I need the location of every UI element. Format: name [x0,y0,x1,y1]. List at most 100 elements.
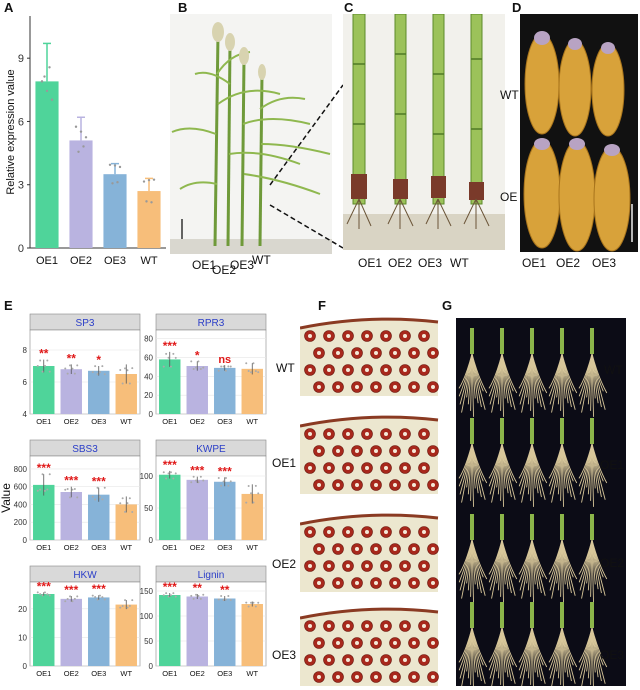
e-point [199,368,202,371]
e-x-tick-label: OE2 [64,417,79,426]
e-x-tick-label: OE1 [36,417,51,426]
f-bundle-core [422,530,426,534]
e-point [172,477,175,480]
f-bundle-core [308,658,312,662]
e-point [46,488,49,491]
e-point [76,595,79,598]
e-point [64,488,67,491]
g-root [471,353,488,394]
e-strip-title: SP3 [76,318,95,329]
a-x-tick-label: OE1 [36,255,58,267]
e-strip-title: Lignin [198,570,225,581]
f-bundle-core [365,530,369,534]
e-point [165,352,168,355]
f-bundle-core [327,658,331,662]
e-bar-oe1 [33,484,55,540]
a-x-tick-label: WT [140,255,157,267]
e-point [190,594,193,597]
e-point [167,356,170,359]
g-root [531,627,548,668]
f-bundle-core [365,564,369,568]
e-point [245,601,248,604]
f-bundle-core [327,624,331,628]
f-bundle-core [355,675,359,679]
panel-d-label-oe2: OE2 [556,256,581,270]
e-point [101,498,104,501]
e-bar-oe2 [60,369,82,414]
roots-illustration [458,328,608,686]
f-bundle-core [412,449,416,453]
e-x-tick-label: OE2 [64,669,79,678]
e-point [98,594,101,597]
g-root-system [548,514,578,603]
panel-letter-a: A [4,0,14,15]
a-point [84,136,88,139]
panel-g-row-oe2: OE2 [600,556,625,570]
e-point [48,473,51,476]
e-point [101,365,104,368]
f-bundle-core [384,658,388,662]
g-root-system [578,418,608,507]
a-point [118,165,122,169]
f-bundle-core [365,624,369,628]
e-point [96,486,99,489]
e-significance: ** [193,581,203,595]
e-point [254,484,257,487]
g-stem [470,418,474,444]
f-bundle-core [393,641,397,645]
f-bundle-core [317,641,321,645]
f-section-rind [300,513,439,526]
e-bar-oe2 [186,596,208,666]
f-section-rind [300,415,439,428]
g-root-system [578,514,608,603]
e-point [103,373,106,376]
e-y-tick-label: 6 [23,378,28,387]
panel-d-row-wt: WT [500,88,519,102]
f-bundle-core [336,483,340,487]
e-point [64,367,67,370]
e-point [229,480,232,483]
f-bundle-core [393,547,397,551]
g-root-system [488,328,518,417]
e-point [172,592,175,595]
g-stem [500,328,504,354]
e-point [202,479,205,482]
a-y-tick-label: 9 [18,53,24,65]
a-point [43,75,46,78]
panel-g-row-oe3: OE3 [600,648,625,662]
panel-f-row-wt: WT [276,361,295,375]
a-point [116,181,119,184]
panel-b-label-oe3: OE3 [230,258,255,272]
f-section-1 [300,310,439,396]
g-stem [560,328,564,354]
panel-g-row-wt: WT [604,363,623,377]
e-point [126,606,129,609]
f-bundle-core [403,658,407,662]
e-subchart-sbs3: SBS3 0 200 400 600 800 *** OE1 *** OE2 *** OE3 WT [14,439,141,552]
panel-letter-d: D [512,0,522,15]
e-point [224,369,227,372]
e-y-tick-label: 200 [14,518,28,527]
f-section-rind [300,317,439,330]
f-bundle-core [317,547,321,551]
panel-f-cross-sections [300,310,439,686]
e-point [71,367,74,370]
f-bundle-core [422,432,426,436]
f-bundle-core [365,466,369,470]
e-bar-wt [115,604,137,666]
g-root-system [548,328,578,417]
e-y-tick-label: 0 [23,662,28,671]
e-point [257,371,260,374]
g-root-system [518,418,548,507]
g-root-system [518,328,548,417]
e-significance: *** [163,339,177,353]
e-point [124,367,127,370]
f-bundle-core [336,641,340,645]
g-root [501,627,518,668]
e-point [192,597,195,600]
e-x-tick-label: OE3 [217,417,232,426]
e-strip-title: SBS3 [72,444,98,455]
panel-letter-f: F [318,298,326,313]
f-bundle-core [431,449,435,453]
e-y-tick-label: 4 [23,410,28,419]
